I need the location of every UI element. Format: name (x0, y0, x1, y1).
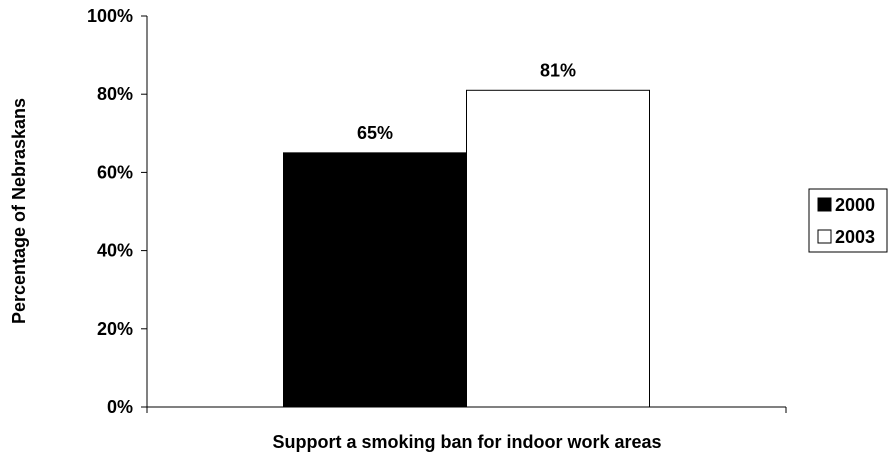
y-axis-ticks: 0% 20% 40% 60% 80% 100% (87, 6, 147, 417)
y-tick-label: 20% (97, 319, 133, 339)
legend-swatch-2000 (817, 197, 832, 212)
bars (283, 89, 650, 408)
data-label-2000: 65% (357, 123, 393, 143)
data-label-2003: 81% (540, 60, 576, 80)
y-tick-label: 0% (107, 397, 133, 417)
legend-swatch-2003 (817, 229, 832, 244)
data-labels: 65% 81% (357, 60, 576, 143)
y-tick-label: 60% (97, 162, 133, 182)
legend-label-2000: 2000 (835, 195, 875, 215)
legend: 2000 2003 (808, 188, 888, 253)
y-axis-title: Percentage of Nebraskans (9, 98, 29, 324)
y-tick-label: 100% (87, 6, 133, 26)
bar-2000 (283, 152, 467, 408)
legend-label-2003: 2003 (835, 227, 875, 247)
x-axis-title: Support a smoking ban for indoor work ar… (272, 432, 661, 452)
bar-2003 (466, 89, 650, 408)
y-tick-label: 40% (97, 241, 133, 261)
y-tick-label: 80% (97, 84, 133, 104)
